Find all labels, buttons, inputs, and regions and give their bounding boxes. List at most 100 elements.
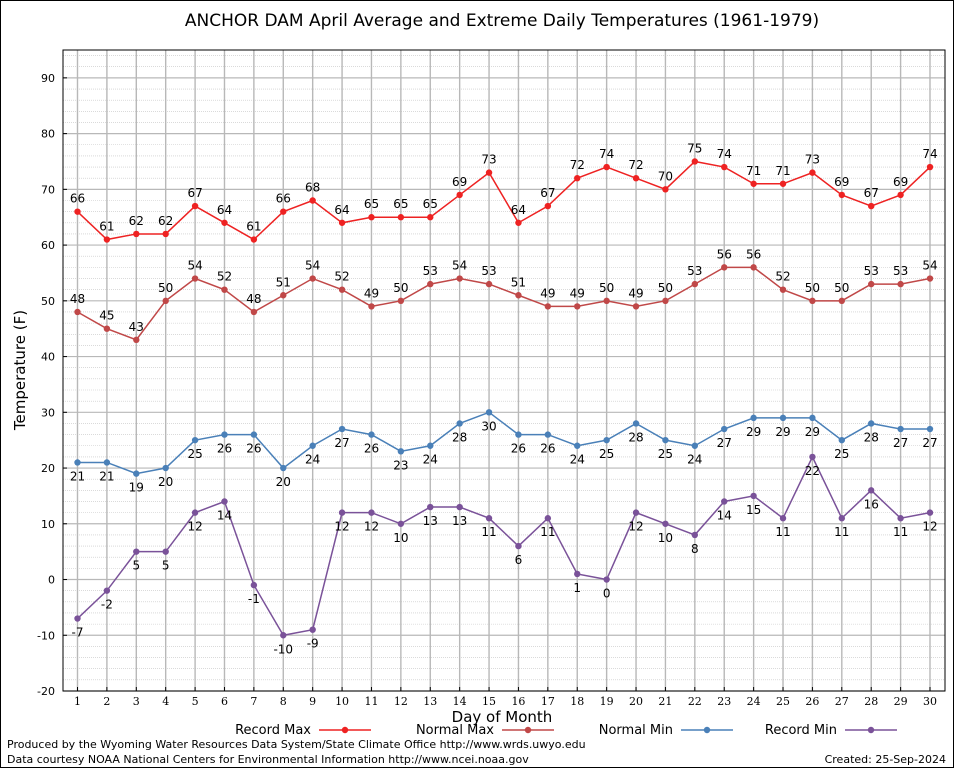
record-min-data-label: 16 [864, 497, 879, 511]
footer-created: Created: 25-Sep-2024 [825, 753, 946, 766]
normal-max-point [897, 280, 904, 288]
record-max-point [574, 175, 581, 182]
normal-max-point [397, 297, 405, 305]
record-max-data-label: 67 [864, 186, 879, 200]
record-min-point [544, 515, 552, 522]
normal-min-data-label: 25 [834, 447, 849, 461]
normal-max-data-label: 49 [364, 286, 379, 300]
record-min-point [750, 492, 757, 500]
normal-min-data-label: 24 [423, 453, 438, 467]
normal-min-line [77, 411, 930, 475]
record-min-data-label: -1 [248, 592, 260, 606]
normal-max-point [721, 264, 728, 271]
normal-min-data-label: 21 [99, 469, 114, 483]
record-min-point [515, 542, 522, 550]
record-min-point [191, 509, 199, 516]
x-tick-label: 26 [805, 695, 819, 708]
normal-min-data-label: 26 [511, 442, 526, 456]
record-max-point [779, 180, 787, 187]
record-min-point [103, 587, 111, 594]
normal-min-data-label: 21 [70, 469, 85, 483]
normal-max-point [662, 297, 669, 305]
normal-min-data-label: 29 [805, 425, 820, 439]
record-max-point [632, 175, 640, 182]
record-max-data-label: 73 [481, 153, 496, 167]
record-min-point [485, 515, 493, 522]
record-max-data-label: 67 [187, 186, 202, 200]
record-max-point [74, 208, 81, 215]
series-record-max: 66 61 62 62 67 64 61 66 68 64 65 65 65 69 73 64 67 72 74 72… [70, 141, 938, 243]
y-tick-label: 0 [48, 574, 55, 587]
record-min-data-label: 15 [746, 503, 761, 517]
normal-max-point [427, 280, 434, 288]
normal-min-point [838, 436, 846, 444]
record-max-data-label: 74 [922, 147, 937, 161]
record-max-data-label: 67 [540, 186, 555, 200]
record-max-data-label: 64 [217, 203, 232, 217]
record-min-point [250, 581, 258, 589]
x-tick-label: 30 [923, 695, 937, 708]
record-max-point [456, 191, 463, 199]
normal-max-point [691, 280, 699, 288]
normal-min-data-label: 26 [540, 442, 555, 456]
record-min-point [133, 548, 140, 555]
y-tick-label: 20 [41, 462, 55, 475]
record-min-data-label: 12 [364, 520, 379, 534]
record-max-point [515, 219, 522, 226]
record-max-data-label: 64 [511, 203, 526, 217]
x-tick-label: 5 [192, 695, 199, 708]
record-min-point [779, 515, 787, 522]
normal-max-data-label: 53 [893, 264, 908, 278]
normal-min-point [662, 436, 669, 444]
x-tick-label: 17 [541, 695, 555, 708]
normal-max-point [515, 292, 522, 299]
x-tick-label: 11 [364, 695, 378, 708]
record-min-data-label: 5 [162, 559, 170, 573]
record-max-data-label: 74 [599, 147, 614, 161]
record-max-point [750, 180, 757, 187]
normal-min-data-label: 24 [687, 453, 702, 467]
record-max-data-label: 75 [687, 141, 702, 155]
record-max-data-label: 69 [834, 175, 849, 189]
record-min-point [691, 531, 699, 539]
normal-min-point [280, 464, 287, 472]
record-max-data-label: 68 [305, 180, 320, 194]
x-tick-label: 24 [747, 695, 761, 708]
series-normal-max: 48 45 43 50 54 52 48 51 54 52 49 50 53 54 53 51 49 49 50 49… [70, 247, 938, 344]
x-tick-label: 13 [423, 695, 437, 708]
normal-max-data-label: 49 [570, 286, 585, 300]
record-max-point [221, 219, 228, 226]
record-max-point [485, 169, 493, 176]
normal-max-point [456, 275, 463, 282]
normal-max-point [485, 280, 493, 288]
record-min-data-label: 14 [717, 508, 732, 522]
record-min-data-label: 13 [452, 514, 467, 528]
normal-max-point [926, 275, 934, 282]
normal-min-point [103, 459, 111, 466]
normal-min-data-label: 29 [746, 425, 761, 439]
record-max-point [103, 236, 111, 243]
normal-min-point [162, 464, 169, 472]
normal-min-data-label: 30 [481, 419, 496, 433]
normal-min-data-label: 23 [393, 458, 408, 472]
record-max-data-label: 65 [364, 197, 379, 211]
record-max-point [897, 191, 904, 199]
record-min-point [838, 515, 846, 522]
record-max-data-label: 65 [423, 197, 438, 211]
record-min-point [368, 509, 375, 516]
legend-item-record-max: Record Max [235, 723, 371, 738]
record-min-point [926, 509, 934, 516]
record-min-point [162, 548, 169, 555]
record-min-point [603, 576, 610, 583]
normal-min-point [897, 425, 904, 433]
record-max-point [309, 197, 316, 204]
legend: Record Max Normal Max Normal Min Record Min [235, 723, 897, 738]
normal-min-point [485, 409, 493, 416]
y-axis-label: Temperature (F) [11, 310, 29, 431]
record-min-data-label: 1 [573, 581, 581, 595]
record-max-point [662, 186, 669, 193]
normal-max-data-label: 50 [393, 281, 408, 295]
normal-max-point [103, 325, 111, 332]
